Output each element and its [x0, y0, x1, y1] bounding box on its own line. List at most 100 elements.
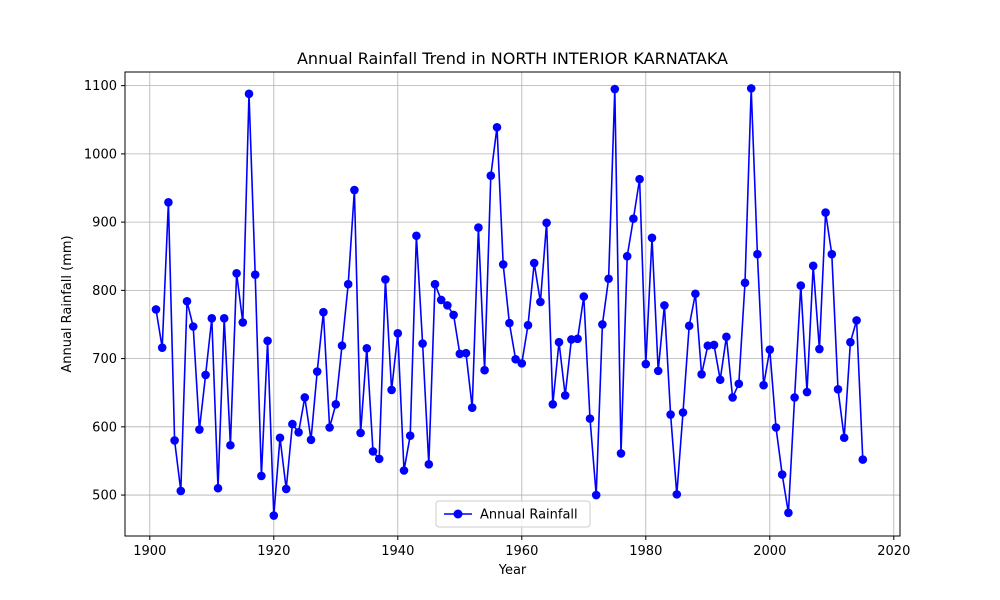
data-point: [281, 484, 291, 494]
data-point: [622, 251, 632, 261]
data-point: [660, 301, 669, 310]
plot-frame: [124, 71, 901, 537]
data-point: [486, 171, 496, 181]
data-point: [771, 423, 781, 432]
y-axis-label: Annual Rainfall (mm): [60, 235, 75, 372]
data-point: [269, 511, 279, 520]
data-point: [641, 359, 651, 369]
y-tick-label: 1000: [84, 147, 117, 162]
data-point: [684, 321, 694, 331]
data-point: [368, 447, 378, 456]
data-point: [821, 208, 830, 217]
y-tick-label: 900: [92, 216, 117, 231]
y-tick-label: 700: [92, 352, 117, 367]
data-point: [337, 341, 347, 350]
data-point: [709, 340, 719, 350]
data-point: [157, 343, 167, 352]
data-point: [418, 339, 427, 348]
data-point: [436, 295, 446, 305]
data-point: [151, 305, 161, 314]
x-tick-label: 1980: [629, 544, 662, 559]
data-point: [381, 275, 390, 284]
data-point: [784, 508, 793, 518]
data-point: [666, 410, 675, 419]
data-point: [573, 334, 582, 344]
y-tick-label: 1100: [84, 79, 117, 94]
x-tick-label: 1960: [505, 544, 538, 559]
data-point: [405, 431, 415, 440]
data-point: [188, 322, 198, 331]
data-point: [734, 379, 744, 389]
data-point: [505, 318, 514, 328]
data-point: [567, 335, 576, 344]
data-point: [306, 435, 316, 445]
data-point: [703, 341, 713, 350]
data-point: [374, 454, 384, 464]
data-point: [728, 393, 737, 402]
data-point: [523, 320, 533, 330]
data-point: [257, 471, 266, 481]
data-point: [629, 214, 638, 224]
data-point: [424, 460, 434, 469]
data-point: [195, 425, 204, 434]
data-point: [753, 249, 762, 259]
data-point: [467, 403, 477, 413]
legend-label: Annual Rainfall: [480, 508, 578, 523]
data-point: [480, 365, 489, 375]
data-point: [393, 329, 403, 338]
data-point: [399, 466, 409, 475]
data-point: [759, 380, 768, 390]
data-point: [182, 296, 192, 306]
data-point: [263, 336, 272, 346]
data-point: [412, 231, 421, 241]
data-point: [796, 281, 806, 290]
data-point: [474, 223, 483, 232]
data-point: [288, 419, 297, 429]
data-point: [275, 433, 285, 443]
x-tick-label: 1900: [133, 544, 166, 559]
data-point: [213, 483, 223, 493]
data-point: [827, 249, 837, 259]
data-point: [244, 89, 254, 99]
data-point: [238, 318, 248, 327]
data-point: [610, 84, 620, 94]
data-point: [443, 301, 452, 310]
data-point: [554, 337, 564, 347]
data-point: [585, 414, 595, 423]
data-point: [356, 428, 365, 438]
x-tick-label: 1920: [257, 544, 290, 559]
data-point: [449, 310, 458, 320]
data-point: [616, 449, 626, 458]
data-point: [325, 423, 334, 432]
data-point: [219, 314, 229, 323]
data-point: [498, 260, 508, 269]
data-point: [350, 185, 359, 195]
data-point: [300, 393, 310, 402]
data-point: [839, 433, 849, 443]
y-tick-label: 600: [92, 420, 117, 435]
data-point: [343, 279, 353, 289]
data-point: [529, 258, 539, 268]
data-point: [536, 297, 545, 307]
data-point: [226, 440, 235, 450]
data-point: [455, 349, 465, 359]
data-point: [560, 391, 570, 400]
data-point: [176, 486, 186, 496]
data-point: [232, 268, 241, 278]
x-tick-label: 2000: [753, 544, 786, 559]
x-axis-label: Year: [498, 563, 527, 578]
data-point: [430, 279, 440, 289]
data-point: [802, 387, 812, 397]
data-point: [653, 366, 663, 376]
data-point: [312, 367, 322, 376]
data-point: [598, 320, 607, 329]
legend-box: [435, 500, 591, 528]
x-tick-label: 1940: [381, 544, 414, 559]
legend: Annual Rainfall: [435, 500, 591, 528]
data-point: [492, 122, 502, 132]
data-point: [548, 400, 558, 409]
data-point: [511, 354, 520, 364]
series-layer: [151, 84, 868, 520]
